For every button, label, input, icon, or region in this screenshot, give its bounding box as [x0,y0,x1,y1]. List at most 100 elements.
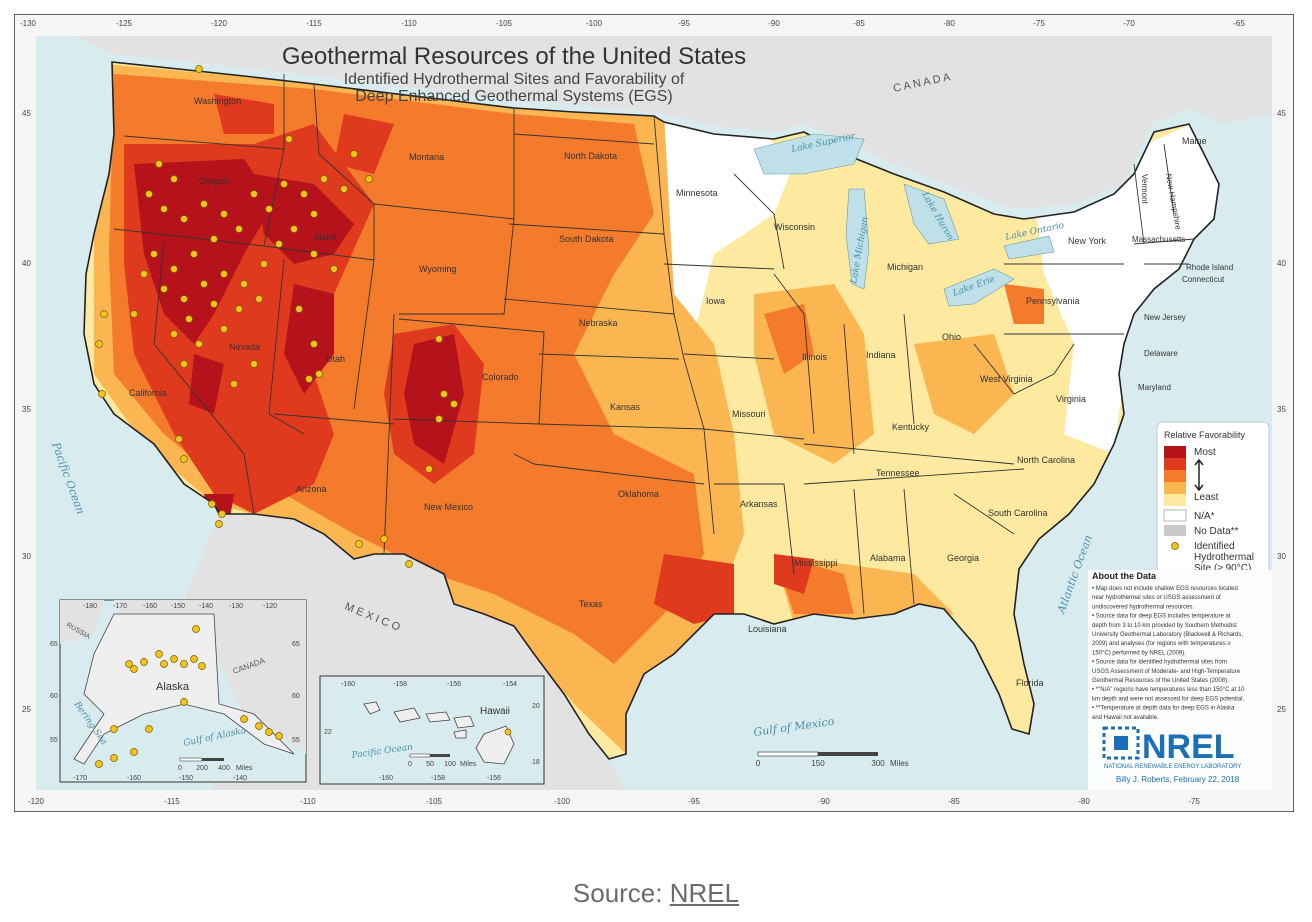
legend-swatch-nodata [1164,525,1186,536]
state-label-pennsylvania: Pennsylvania [1026,296,1080,306]
alaska-lat-tick-left: 65 [50,641,58,648]
lon-tick-bottom: -90 [818,797,830,806]
state-label-florida: Florida [1016,678,1044,688]
state-label-wyoming: Wyoming [419,264,456,274]
state-label-rhode-island: Rhode Island [1186,263,1233,272]
state-label-alabama: Alabama [870,553,906,563]
hawaii-lon-tick-bottom: -156 [487,775,501,782]
about-line: km depth and were not assessed for deep … [1092,696,1244,702]
state-label-texas: Texas [579,599,603,609]
lat-tick-left: 40 [22,259,31,268]
about-line: depth from 3 to 10 km provided by Southe… [1092,623,1237,629]
legend-swatch-mid [1164,470,1186,482]
caption-source-link[interactable]: NREL [669,878,740,908]
lat-tick-left: 30 [22,552,31,561]
lon-tick-top: -105 [496,19,513,28]
hawaii-lon-tick-top: -158 [393,681,407,688]
alaska-scale-400: 400 [218,765,230,772]
state-label-south-dakota: South Dakota [559,234,614,244]
lon-tick-top: -120 [211,19,228,28]
lon-tick-bottom: -95 [688,797,700,806]
us-outline [83,61,1220,760]
about-line: • Source data for identified hydrotherma… [1092,660,1227,666]
state-label-west-virginia: West Virginia [980,374,1033,384]
about-line: Geothermal Resources of the United State… [1092,678,1229,684]
lon-tick-top: -70 [1123,19,1135,28]
alaska-lat-tick-right: 65 [292,641,300,648]
state-label-montana: Montana [409,152,444,162]
alaska-lon-tick-top: -130 [229,603,243,610]
lon-tick-bottom: -85 [948,797,960,806]
lon-tick-top: -115 [306,19,322,28]
state-label-missouri: Missouri [732,409,766,419]
caption-label: Source: [572,878,663,908]
legend-least-label: Least [1194,492,1219,503]
about-line: near hydrothermal sites or USGS assessme… [1092,595,1221,601]
geothermal-map: -130 -125 -120 -115 -110 -105 -100 -95 -90 -85 -80… [14,14,1294,812]
nrel-logo: NREL NATIONAL RENEWABLE ENERGY LABORATOR… [1102,726,1241,784]
map-credit: Billy J. Roberts, February 22, 2018 [1116,775,1240,784]
alaska-lon-tick-top: -170 [113,603,127,610]
about-line: undiscovered hydrothermal resources. [1092,604,1194,610]
state-label-new-jersey: New Jersey [1144,313,1186,322]
lon-tick-top: -80 [943,19,955,28]
state-label-idaho: Idaho [314,232,337,242]
alaska-scale-unit: Miles [236,765,253,772]
lon-tick-bottom: -120 [28,797,45,806]
state-label-utah: Utah [326,354,345,364]
alaska-inset: Alaska RUSSIA CANADA Bering Sea Gulf of … [50,599,307,783]
lon-tick-bottom: -105 [426,797,443,806]
alaska-scale-200: 200 [196,765,208,772]
lon-tick-top: -110 [401,19,417,28]
alaska-lon-tick-top: -140 [199,603,213,610]
state-label-south-carolina: South Carolina [988,508,1048,518]
legend-site-line-3: Site (≥ 90°C) [1194,563,1251,574]
state-label-georgia: Georgia [947,553,979,563]
lat-tick-left: 35 [22,405,31,414]
main-scale-300: 300 [871,759,885,768]
hawaii-inset: Hawaii Pacific Ocean 0 50 100 Miles -160… [319,675,545,785]
alaska-lon-tick-bottom: -160 [127,775,141,782]
lat-tick-right: 45 [1277,109,1286,118]
state-label-oregon: Oregon [199,176,229,186]
legend-swatch-least [1164,494,1186,506]
state-label-nebraska: Nebraska [579,318,618,328]
state-label-arizona: Arizona [296,484,327,494]
about-line: 2009) and analyses (for regions with tem… [1092,641,1231,647]
about-line: • *"N/A" regions have temperatures less … [1092,687,1245,693]
alaska-lon-tick-bottom: -140 [233,775,247,782]
state-label-indiana: Indiana [866,350,896,360]
state-label-kentucky: Kentucky [892,422,930,432]
state-label-new-mexico: New Mexico [424,502,473,512]
hawaii-lon-tick-top: -154 [503,681,517,688]
hawaii-lon-tick-top: -156 [447,681,461,688]
arrow-up-down-icon [1194,458,1204,492]
nrel-full-name: NATIONAL RENEWABLE ENERGY LABORATORY [1104,764,1241,770]
about-line: • Source data for deep EGS includes temp… [1092,614,1231,620]
lat-tick-left: 45 [22,109,31,118]
lon-tick-top: -65 [1233,19,1245,28]
state-label-massachusetts: Massachusetts [1132,235,1185,244]
state-label-new-york: New York [1068,236,1107,246]
about-line: • **Temperature at depth data for deep E… [1092,706,1235,712]
map-title: Geothermal Resources of the United State… [282,43,746,70]
state-label-ohio: Ohio [942,332,961,342]
hawaii-lat-tick-right: 20 [532,703,540,710]
alaska-lat-tick-left: 60 [50,693,58,700]
lat-tick-right: 40 [1277,259,1286,268]
state-label-michigan: Michigan [887,262,923,272]
legend-na-label: N/A* [1194,511,1215,522]
state-label-connecticut: Connecticut [1182,275,1225,284]
hawaii-lon-tick-bottom: -160 [379,775,393,782]
legend-title: Relative Favorability [1164,430,1246,440]
about-line: USGS Assessment of Moderate- and High-Te… [1092,669,1241,675]
lon-tick-top: -100 [586,19,603,28]
state-label-virginia: Virginia [1056,394,1086,404]
hawaii-lon-tick-top: -160 [341,681,355,688]
lat-tick-right: 25 [1277,705,1286,714]
legend-swatch-most [1164,446,1186,458]
state-label-colorado: Colorado [482,372,519,382]
state-label-delaware: Delaware [1144,349,1178,358]
state-label-maryland: Maryland [1138,383,1171,392]
state-label-illinois: Illinois [802,352,828,362]
